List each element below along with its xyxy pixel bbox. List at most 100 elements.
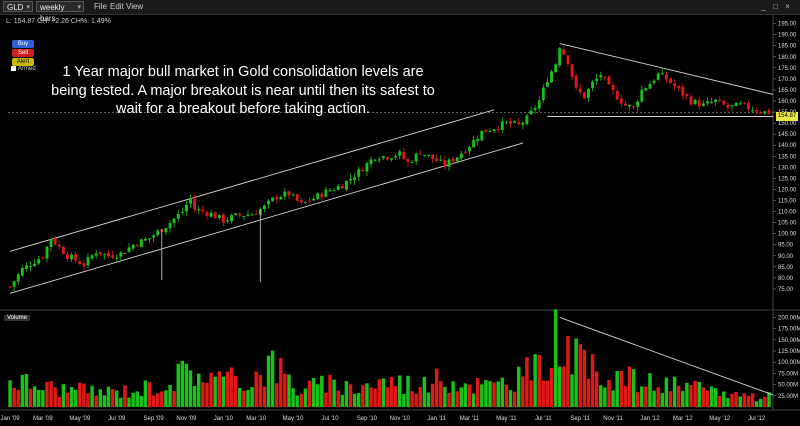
menu-edit[interactable]: Edit xyxy=(110,2,124,11)
time-axis-label: Jan '09 xyxy=(0,416,20,422)
volume-bar xyxy=(574,338,578,407)
candle-body xyxy=(246,214,250,216)
volume-bar xyxy=(631,369,636,407)
volume-bar xyxy=(471,393,476,407)
volume-bar xyxy=(307,380,312,407)
volume-bar xyxy=(652,390,656,407)
candle-body xyxy=(230,215,234,222)
volume-bar xyxy=(590,354,595,407)
candle-body xyxy=(86,257,90,266)
volume-bar xyxy=(451,381,455,407)
price-axis-label: 170.00 xyxy=(778,77,797,83)
volume-bar xyxy=(541,380,546,407)
minimize-icon[interactable]: _ xyxy=(761,2,766,11)
candle-body xyxy=(127,247,131,253)
menu-view[interactable]: View xyxy=(126,2,144,11)
candle-body xyxy=(111,255,115,258)
candle-body xyxy=(628,104,631,107)
volume-bar xyxy=(250,387,254,407)
volume-bar xyxy=(406,375,410,407)
volume-bar xyxy=(340,394,345,407)
candle-body xyxy=(632,106,636,108)
volume-bar xyxy=(439,381,443,407)
candle-body xyxy=(37,259,41,264)
candle-body xyxy=(180,211,184,213)
volume-bar xyxy=(94,395,98,407)
candle-body xyxy=(463,152,467,154)
candle-body xyxy=(33,263,37,267)
candle-body xyxy=(693,99,697,105)
volume-bar xyxy=(660,393,665,407)
volume-bar xyxy=(37,389,41,407)
volume-bar xyxy=(20,374,25,407)
time-axis-label: Jan '10 xyxy=(214,416,234,422)
menu-file[interactable]: File xyxy=(94,2,107,11)
volume-bar xyxy=(562,366,566,407)
candle-body xyxy=(291,194,295,196)
volume-bar xyxy=(697,381,701,407)
time-axis-label: Jan '12 xyxy=(640,416,660,422)
candle-body xyxy=(418,153,422,155)
volume-bar xyxy=(270,350,275,407)
volume-bar xyxy=(45,382,49,407)
close-icon[interactable]: × xyxy=(785,2,790,11)
candle-body xyxy=(176,214,180,219)
volume-bar xyxy=(430,383,435,407)
candle-body xyxy=(747,103,750,110)
volume-bar xyxy=(582,349,587,407)
checkbox-icon xyxy=(11,66,16,71)
candle-body xyxy=(295,194,299,201)
volume-bar xyxy=(742,393,747,407)
volume-bar xyxy=(759,399,763,407)
volume-bar xyxy=(221,376,226,407)
interval-select[interactable]: weekly bars ▾ xyxy=(36,1,84,23)
volume-bar xyxy=(73,389,78,407)
volume-bar xyxy=(320,375,324,407)
volume-bar xyxy=(65,392,70,407)
candle-body xyxy=(517,121,521,125)
candle-body xyxy=(755,110,759,112)
sell-button[interactable]: Sell xyxy=(12,49,34,57)
volume-bar xyxy=(365,383,369,407)
candle-body xyxy=(525,115,529,125)
candle-body xyxy=(287,191,291,196)
candle-body xyxy=(767,110,771,114)
candle-body xyxy=(139,239,143,248)
alert-button[interactable]: Alert xyxy=(12,58,34,66)
price-axis-label: 115.00 xyxy=(778,199,797,205)
volume-bar xyxy=(28,388,33,407)
candle-body xyxy=(386,157,389,160)
candle-body xyxy=(406,158,410,163)
maximize-icon[interactable]: □ xyxy=(773,2,778,11)
volume-bar xyxy=(713,388,718,407)
candle-body xyxy=(98,252,102,255)
volume-bar xyxy=(328,374,332,407)
candle-body xyxy=(439,159,443,161)
volume-bar xyxy=(664,377,669,407)
volume-bar xyxy=(229,367,234,407)
buy-button[interactable]: Buy xyxy=(12,40,34,48)
time-axis-label: Jul '09 xyxy=(108,416,126,422)
time-axis-label: May '10 xyxy=(283,416,304,422)
candle-body xyxy=(29,266,32,268)
candle-body xyxy=(90,255,94,259)
candle-body xyxy=(722,100,726,105)
armed-toggle[interactable]: Armed xyxy=(11,66,36,72)
chevron-down-icon: ▾ xyxy=(26,4,30,11)
symbol-select[interactable]: GLD ▾ xyxy=(3,1,33,12)
toolbar: GLD ▾ weekly bars ▾ File Edit View _ □ × xyxy=(0,0,800,23)
volume-bar xyxy=(558,366,562,407)
price-axis-label: 90.00 xyxy=(778,254,794,260)
volume-bar xyxy=(49,381,53,407)
candle-body xyxy=(61,246,65,254)
price-axis-label: 110.00 xyxy=(778,210,797,216)
time-axis-label: May '09 xyxy=(69,416,90,422)
volume-bar xyxy=(566,335,570,407)
candle-body xyxy=(472,139,476,148)
volume-bar xyxy=(549,367,554,407)
candle-body xyxy=(217,214,221,219)
volume-bar xyxy=(168,384,172,407)
candle-body xyxy=(82,263,86,267)
volume-bar xyxy=(233,375,238,407)
